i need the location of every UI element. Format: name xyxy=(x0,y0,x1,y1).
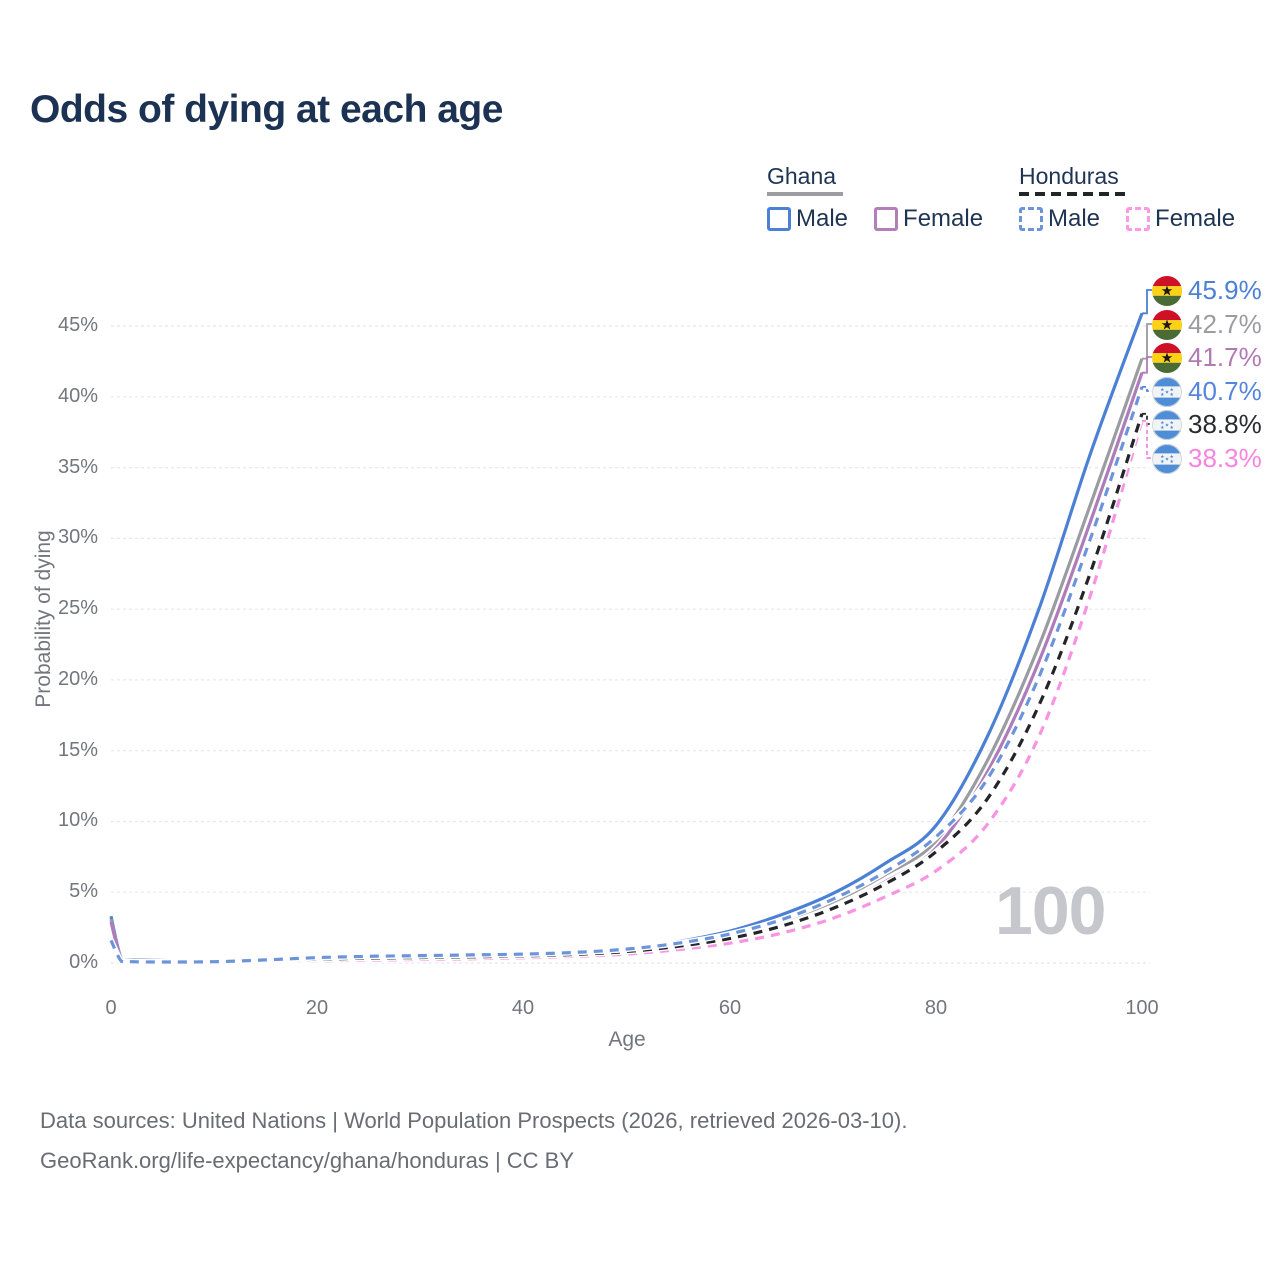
legend-label: Male xyxy=(796,205,849,232)
end-value-label: 40.7% xyxy=(1188,376,1262,406)
legend-title-ghana: Ghana xyxy=(767,163,837,189)
x-tick-label: 0 xyxy=(105,997,117,1019)
series-line-ghana-female[interactable] xyxy=(109,372,1144,963)
y-tick-label: 20% xyxy=(57,668,98,690)
end-label-leader xyxy=(1142,289,1152,315)
x-axis-title: Age xyxy=(608,1028,646,1051)
honduras-flag-icon xyxy=(1152,409,1182,440)
series-line-honduras-female[interactable] xyxy=(109,420,1144,964)
x-tick-label: 100 xyxy=(1125,997,1159,1019)
x-tick-label: 20 xyxy=(305,997,329,1019)
end-value-label: 45.9% xyxy=(1188,275,1262,305)
ghana-flag-icon xyxy=(1152,275,1182,306)
end-label-row: 38.8% xyxy=(1152,409,1262,440)
series-line-ghana-male[interactable] xyxy=(109,312,1144,963)
end-value-label: 38.3% xyxy=(1188,443,1262,473)
end-label-row: 42.7% xyxy=(1152,309,1262,340)
ghana-flag-icon xyxy=(1152,309,1182,340)
x-tick-label: 60 xyxy=(718,997,742,1019)
y-tick-label: 35% xyxy=(57,456,98,478)
end-value-label: 38.8% xyxy=(1188,409,1262,439)
honduras-male-swatch-icon xyxy=(1019,207,1043,231)
series-line-ghana-both-sexes[interactable] xyxy=(109,358,1144,963)
honduras-line-style-sample xyxy=(1019,192,1131,196)
legend-label: Female xyxy=(1155,205,1236,232)
legend-label: Female xyxy=(903,205,984,232)
y-axis-title: Probability of dying xyxy=(32,530,55,708)
legend-group-ghana: Ghana Male Female xyxy=(767,163,983,233)
legend-item-honduras-male[interactable]: Male xyxy=(1019,205,1100,233)
end-value-label: 42.7% xyxy=(1188,309,1262,339)
honduras-flag-icon xyxy=(1152,443,1182,474)
y-tick-label: 5% xyxy=(69,880,98,902)
honduras-flag-icon xyxy=(1152,376,1182,407)
end-value-label: 41.7% xyxy=(1188,342,1262,372)
data-sources-text: Data sources: United Nations | World Pop… xyxy=(40,1108,908,1133)
end-label-row: 40.7% xyxy=(1152,376,1262,407)
y-tick-label: 10% xyxy=(57,809,98,831)
end-label-row: 41.7% xyxy=(1152,342,1262,373)
y-tick-label: 25% xyxy=(57,597,98,619)
honduras-female-swatch-icon xyxy=(1126,207,1151,231)
attribution-link-text[interactable]: GeoRank.org/life-expectancy/ghana/hondur… xyxy=(40,1148,575,1173)
y-tick-label: 0% xyxy=(69,951,98,973)
end-label-leader xyxy=(1142,323,1152,360)
x-tick-label: 80 xyxy=(924,997,948,1019)
end-label-row: 38.3% xyxy=(1152,443,1262,474)
series-line-honduras-both-sexes[interactable] xyxy=(109,413,1144,964)
legend-item-honduras-female[interactable]: Female xyxy=(1126,205,1235,233)
y-tick-label: 40% xyxy=(57,385,98,407)
legend-label: Male xyxy=(1048,205,1101,232)
y-tick-label: 45% xyxy=(57,314,98,336)
ghana-line-style-sample xyxy=(767,192,843,196)
page-title: Odds of dying at each age xyxy=(30,88,503,131)
legend-item-ghana-male[interactable]: Male xyxy=(767,205,848,233)
end-label-leader xyxy=(1142,356,1152,374)
end-label-leader xyxy=(1142,412,1152,425)
legend-item-ghana-female[interactable]: Female xyxy=(874,205,983,233)
y-tick-label: 30% xyxy=(57,526,98,548)
ghana-male-swatch-icon xyxy=(767,207,791,231)
end-label-row: 45.9% xyxy=(1152,275,1262,306)
legend-title-honduras: Honduras xyxy=(1019,163,1119,189)
end-label-leader xyxy=(1142,420,1152,459)
x-tick-label: 40 xyxy=(511,997,535,1019)
legend-group-honduras: Honduras Male Female xyxy=(1019,163,1235,233)
ghana-female-swatch-icon xyxy=(874,207,899,231)
end-label-leader xyxy=(1142,386,1152,392)
hover-age-watermark: 100 xyxy=(995,873,1106,949)
y-tick-label: 15% xyxy=(57,739,98,761)
ghana-flag-icon xyxy=(1152,342,1182,373)
series-line-honduras-male[interactable] xyxy=(109,386,1144,964)
